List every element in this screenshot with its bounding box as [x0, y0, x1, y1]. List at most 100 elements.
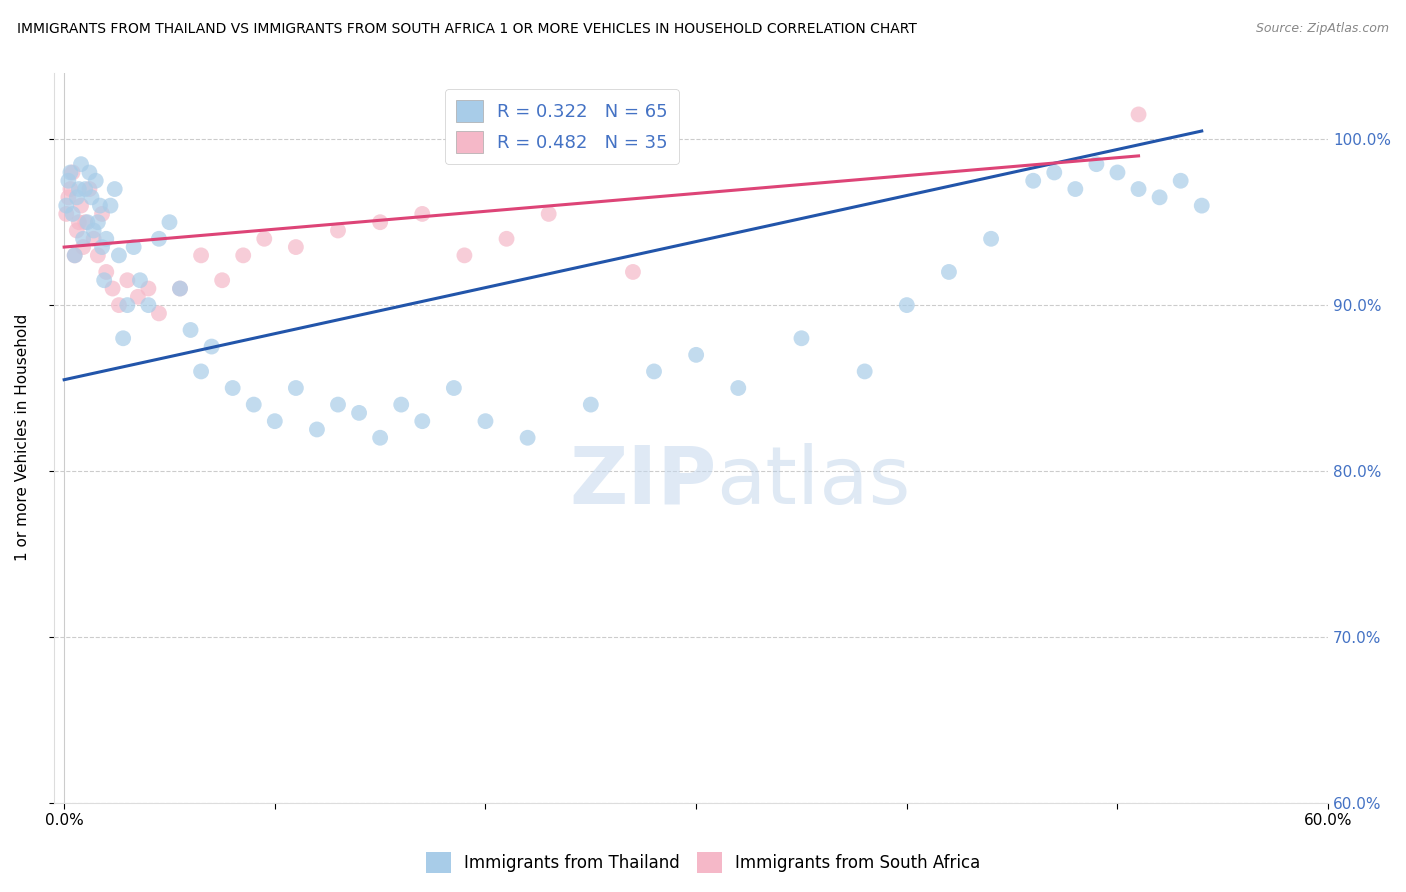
Point — [727, 381, 749, 395]
Point — [83, 223, 105, 237]
Point — [70, 157, 93, 171]
Point — [190, 364, 212, 378]
Point — [180, 323, 202, 337]
Point — [516, 431, 538, 445]
Point — [63, 248, 86, 262]
Point — [89, 199, 111, 213]
Point — [122, 240, 145, 254]
Point — [63, 248, 86, 262]
Point — [1128, 107, 1150, 121]
Point — [1191, 199, 1213, 213]
Point — [80, 190, 103, 204]
Point — [72, 240, 94, 254]
Point — [87, 248, 110, 262]
Point — [79, 182, 101, 196]
Point — [83, 232, 105, 246]
Point — [96, 232, 118, 246]
Point — [62, 207, 84, 221]
Point — [1043, 165, 1066, 179]
Point — [148, 306, 170, 320]
Point — [59, 165, 82, 179]
Point — [1107, 165, 1129, 179]
Legend: Immigrants from Thailand, Immigrants from South Africa: Immigrants from Thailand, Immigrants fro… — [419, 846, 987, 880]
Text: ZIP: ZIP — [569, 442, 717, 521]
Text: atlas: atlas — [717, 442, 911, 521]
Point — [368, 215, 391, 229]
Point — [253, 232, 276, 246]
Point — [1064, 182, 1087, 196]
Point — [685, 348, 707, 362]
Point — [284, 240, 307, 254]
Point — [62, 165, 84, 179]
Point — [221, 381, 243, 395]
Point — [129, 273, 152, 287]
Point — [232, 248, 254, 262]
Point — [1149, 190, 1171, 204]
Point — [169, 281, 191, 295]
Point — [211, 273, 233, 287]
Point — [84, 174, 107, 188]
Legend: R = 0.322   N = 65, R = 0.482   N = 35: R = 0.322 N = 65, R = 0.482 N = 35 — [444, 89, 679, 164]
Point — [190, 248, 212, 262]
Point — [284, 381, 307, 395]
Text: IMMIGRANTS FROM THAILAND VS IMMIGRANTS FROM SOUTH AFRICA 1 OR MORE VEHICLES IN H: IMMIGRANTS FROM THAILAND VS IMMIGRANTS F… — [17, 22, 917, 37]
Point — [853, 364, 876, 378]
Point — [127, 290, 149, 304]
Point — [79, 165, 101, 179]
Point — [169, 281, 191, 295]
Point — [55, 207, 77, 221]
Point — [474, 414, 496, 428]
Point — [495, 232, 517, 246]
Point — [87, 215, 110, 229]
Point — [100, 199, 122, 213]
Point — [537, 207, 560, 221]
Point — [201, 340, 224, 354]
Point — [91, 240, 114, 254]
Point — [75, 215, 97, 229]
Point — [138, 298, 160, 312]
Y-axis label: 1 or more Vehicles in Household: 1 or more Vehicles in Household — [15, 314, 30, 561]
Point — [67, 182, 90, 196]
Point — [347, 406, 370, 420]
Point — [91, 207, 114, 221]
Point — [1128, 182, 1150, 196]
Point — [101, 281, 124, 295]
Point — [443, 381, 465, 395]
Point — [368, 431, 391, 445]
Point — [790, 331, 813, 345]
Point — [148, 232, 170, 246]
Point — [76, 215, 98, 229]
Point — [58, 190, 80, 204]
Point — [159, 215, 181, 229]
Point — [326, 398, 349, 412]
Point — [117, 298, 139, 312]
Point — [55, 199, 77, 213]
Point — [108, 298, 131, 312]
Point — [72, 232, 94, 246]
Point — [1022, 174, 1045, 188]
Point — [1170, 174, 1192, 188]
Point — [104, 182, 127, 196]
Point — [66, 190, 89, 204]
Point — [938, 265, 960, 279]
Point — [389, 398, 412, 412]
Point — [70, 199, 93, 213]
Point — [112, 331, 135, 345]
Point — [66, 223, 89, 237]
Text: Source: ZipAtlas.com: Source: ZipAtlas.com — [1256, 22, 1389, 36]
Point — [579, 398, 602, 412]
Point — [93, 273, 115, 287]
Point — [453, 248, 475, 262]
Point — [75, 182, 97, 196]
Point — [411, 207, 433, 221]
Point — [242, 398, 264, 412]
Point — [896, 298, 918, 312]
Point — [1085, 157, 1108, 171]
Point — [643, 364, 665, 378]
Point — [67, 215, 90, 229]
Point — [326, 223, 349, 237]
Point — [59, 182, 82, 196]
Point — [58, 174, 80, 188]
Point — [411, 414, 433, 428]
Point — [108, 248, 131, 262]
